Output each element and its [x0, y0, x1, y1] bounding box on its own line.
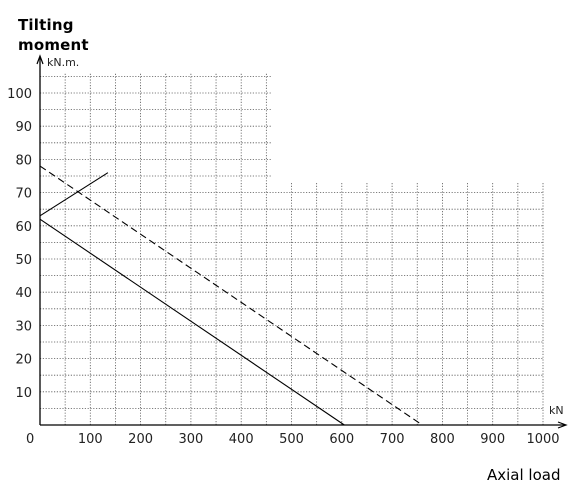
x-tick-label: 0 — [26, 432, 34, 447]
series-line-solid — [39, 172, 109, 217]
x-tick-label: 100 — [78, 432, 103, 447]
y-tick-label: 30 — [15, 319, 32, 334]
grid-layer — [40, 73, 544, 425]
y-tick-label: 70 — [15, 187, 32, 202]
x-tick-label: 1000 — [526, 432, 559, 447]
y-axis-unit: kN.m. — [47, 56, 79, 69]
y-tick-label: 10 — [15, 386, 32, 401]
series-line-dashed — [39, 165, 423, 426]
chart-title-line-1: Tilting — [18, 16, 74, 34]
x-axis-label: Axial load — [487, 466, 561, 484]
x-tick-label: 500 — [279, 432, 304, 447]
series-line-solid — [39, 218, 345, 426]
x-tick-label: 200 — [128, 432, 153, 447]
x-tick-label: 600 — [329, 432, 354, 447]
x-tick-label: 900 — [480, 432, 505, 447]
y-tick-label: 90 — [15, 120, 32, 135]
y-tick-label: 80 — [15, 153, 32, 168]
y-tick-label: 100 — [7, 87, 32, 102]
x-tick-label: 400 — [229, 432, 254, 447]
series-layer — [39, 165, 423, 426]
tick-label-layer: kN.m. kN 0 100 200 300 400 500 600 700 800 900 1000 1… — [7, 56, 563, 447]
chart-title-line-2: moment — [18, 36, 89, 54]
y-axis-arrow-icon — [36, 54, 44, 65]
x-tick-label: 800 — [430, 432, 455, 447]
y-tick-label: 40 — [15, 286, 32, 301]
x-tick-label: 700 — [380, 432, 405, 447]
y-tick-label: 20 — [15, 353, 32, 368]
x-tick-label: 300 — [178, 432, 203, 447]
y-tick-label: 50 — [15, 253, 32, 268]
x-axis-arrow-icon — [557, 421, 568, 429]
x-axis-unit: kN — [549, 404, 564, 417]
axis-layer — [36, 54, 568, 429]
y-tick-label: 60 — [15, 220, 32, 235]
